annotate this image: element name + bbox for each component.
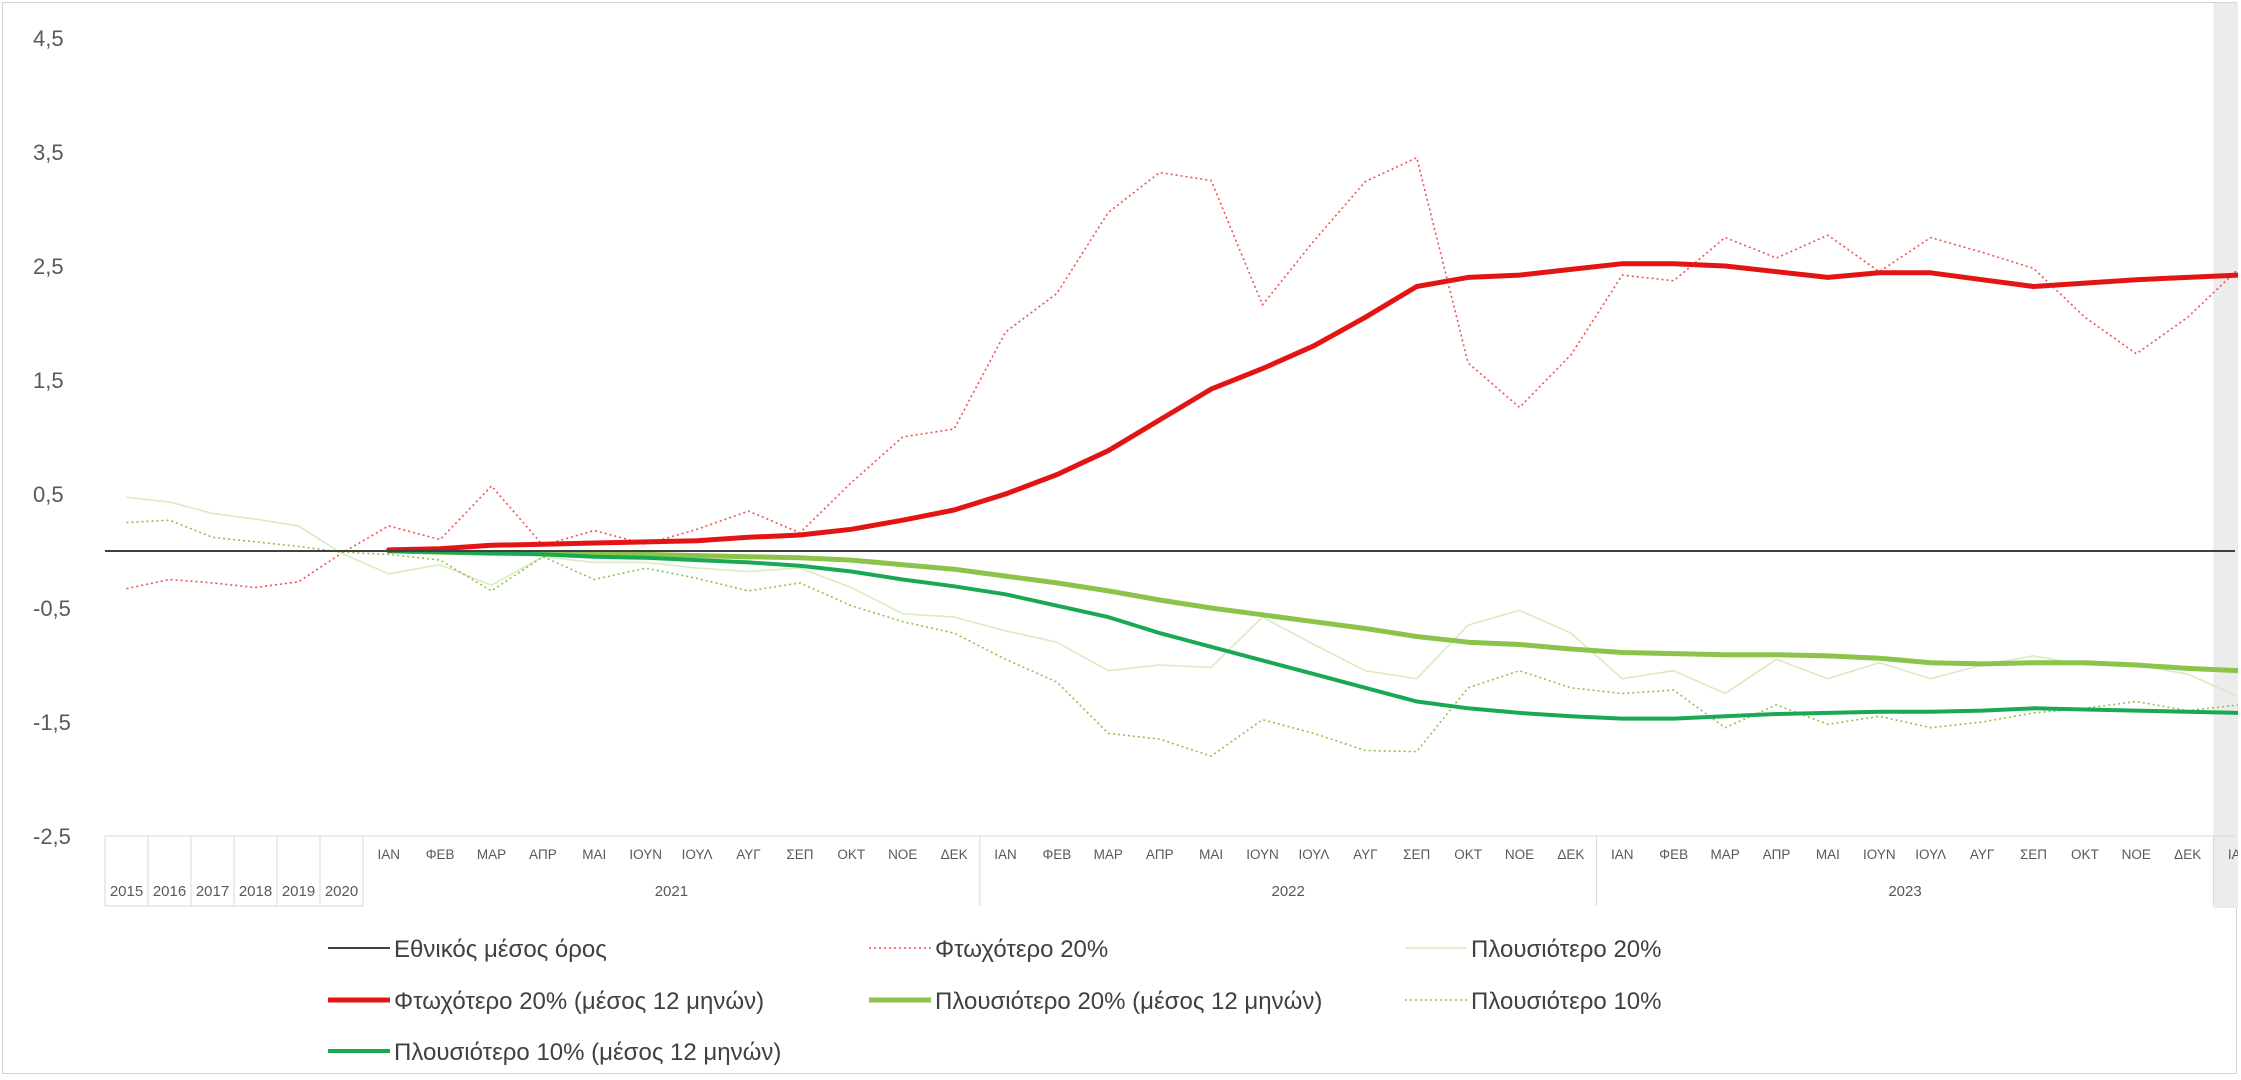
y-tick-label: 2,5: [33, 254, 64, 279]
x-tick-label-month: ΑΥΓ: [1353, 847, 1378, 862]
x-tick-label-month: ΑΠΡ: [529, 847, 557, 862]
y-axis: 4,5 3,5 2,5 1,5 0,5 -0,5 -1,5 -2,5: [33, 26, 71, 849]
legend-label: Πλουσιότερο 20% (μέσος 12 μηνών): [935, 988, 1322, 1015]
x-tick-label-month: ΝΟΕ: [1505, 847, 1534, 862]
x-tick-label-year: 2019: [282, 883, 315, 900]
y-tick-label: -2,5: [33, 824, 71, 849]
series-line-4: [386, 548, 2241, 674]
series-line-2: [125, 496, 2241, 698]
x-tick-label-month: ΙΟΥΛ: [1298, 847, 1329, 862]
x-tick-label-month: ΔΕΚ: [2174, 847, 2201, 862]
legend-label: Πλουσιότερο 10% (μέσος 12 μηνών): [394, 1039, 781, 1066]
x-tick-label-month: ΜΑΡ: [1094, 847, 1123, 862]
shaded-2024-region: [2213, 3, 2238, 908]
y-tick-label: -0,5: [33, 596, 71, 621]
x-tick-label-month: ΔΕΚ: [1557, 847, 1584, 862]
x-group-label: 2022: [1272, 883, 1305, 900]
x-tick-label-month: ΙΟΥΛ: [1915, 847, 1946, 862]
y-tick-label: 1,5: [33, 368, 64, 393]
x-tick-label-month: ΙΟΥΝ: [629, 847, 662, 862]
x-tick-label-month: ΑΥΓ: [736, 847, 761, 862]
x-tick-label-month: ΟΚΤ: [1454, 847, 1482, 862]
x-tick-label-month: ΣΕΠ: [1403, 847, 1430, 862]
x-tick-label-month: ΜΑΙ: [1199, 847, 1223, 862]
x-tick-label-month: ΔΕΚ: [941, 847, 968, 862]
x-tick-label-month: ΙΑΝ: [2228, 847, 2238, 862]
x-group-label: 2021: [655, 883, 688, 900]
legend-label: Εθνικός μέσος όρος: [394, 936, 607, 963]
x-axis: 2015 2016 2017 2018 2019 2020 ΙΑΝ ΦΕΒ ΜΑΡ ΑΠΡ ΜΑΙ Ι…: [104, 835, 2241, 907]
x-tick-label-month: ΙΑΝ: [377, 847, 400, 862]
legend: Εθνικός μέσος όρος Φτωχότερο 20% Πλουσιότε…: [328, 936, 1661, 1066]
line-chart: 4,5 3,5 2,5 1,5 0,5 -0,5 -1,5 -2,5 2015 2016 2017…: [33, 3, 2241, 1066]
x-tick-label-month: ΑΥΓ: [1970, 847, 1995, 862]
series-line-6: [386, 549, 2241, 721]
x-tick-label-month: ΙΑΝ: [994, 847, 1017, 862]
x-tick-label-month: ΝΟΕ: [2122, 847, 2151, 862]
x-tick-label-year: 2016: [153, 883, 186, 900]
legend-label: Φτωχότερο 20% (μέσος 12 μηνών): [394, 988, 764, 1015]
y-tick-label: 3,5: [33, 140, 64, 165]
legend-label: Πλουσιότερο 10%: [1471, 988, 1661, 1015]
legend-label: Πλουσιότερο 20%: [1471, 936, 1661, 963]
series-line-1: [126, 156, 2241, 590]
series-line-3: [386, 261, 2241, 553]
x-tick-label-month: ΣΕΠ: [786, 847, 813, 862]
x-tick-label-year: 2017: [196, 883, 229, 900]
x-tick-label-month: ΜΑΡ: [477, 847, 506, 862]
x-tick-label-month: ΙΟΥΝ: [1246, 847, 1279, 862]
x-tick-label-month: ΙΟΥΝ: [1863, 847, 1896, 862]
x-tick-label-month: ΜΑΙ: [1816, 847, 1840, 862]
x-tick-label-month: ΟΚΤ: [837, 847, 865, 862]
x-tick-label-year: 2015: [110, 883, 143, 900]
x-tick-label-year: 2020: [325, 883, 358, 900]
y-tick-label: -1,5: [33, 710, 71, 735]
x-tick-label-month: ΣΕΠ: [2020, 847, 2047, 862]
y-tick-label: 4,5: [33, 26, 64, 51]
x-tick-label-month: ΑΠΡ: [1763, 847, 1791, 862]
x-tick-label-month: ΙΑΝ: [1611, 847, 1634, 862]
x-tick-label-month: ΜΑΡ: [1710, 847, 1739, 862]
legend-label: Φτωχότερο 20%: [935, 936, 1108, 963]
x-tick-label-month: ΜΑΙ: [582, 847, 606, 862]
x-tick-label-month: ΟΚΤ: [2071, 847, 2099, 862]
x-tick-label-month: ΙΟΥΛ: [682, 847, 713, 862]
x-tick-label-month: ΝΟΕ: [888, 847, 917, 862]
x-tick-label-month: ΦΕΒ: [1659, 847, 1688, 862]
x-tick-label-month: ΦΕΒ: [1043, 847, 1072, 862]
x-tick-label-month: ΦΕΒ: [426, 847, 455, 862]
x-tick-label-month: ΑΠΡ: [1146, 847, 1174, 862]
x-tick-label-year: 2018: [239, 883, 272, 900]
x-group-label: 2023: [1888, 883, 1921, 900]
chart-series: [105, 156, 2241, 758]
y-tick-label: 0,5: [33, 482, 64, 507]
